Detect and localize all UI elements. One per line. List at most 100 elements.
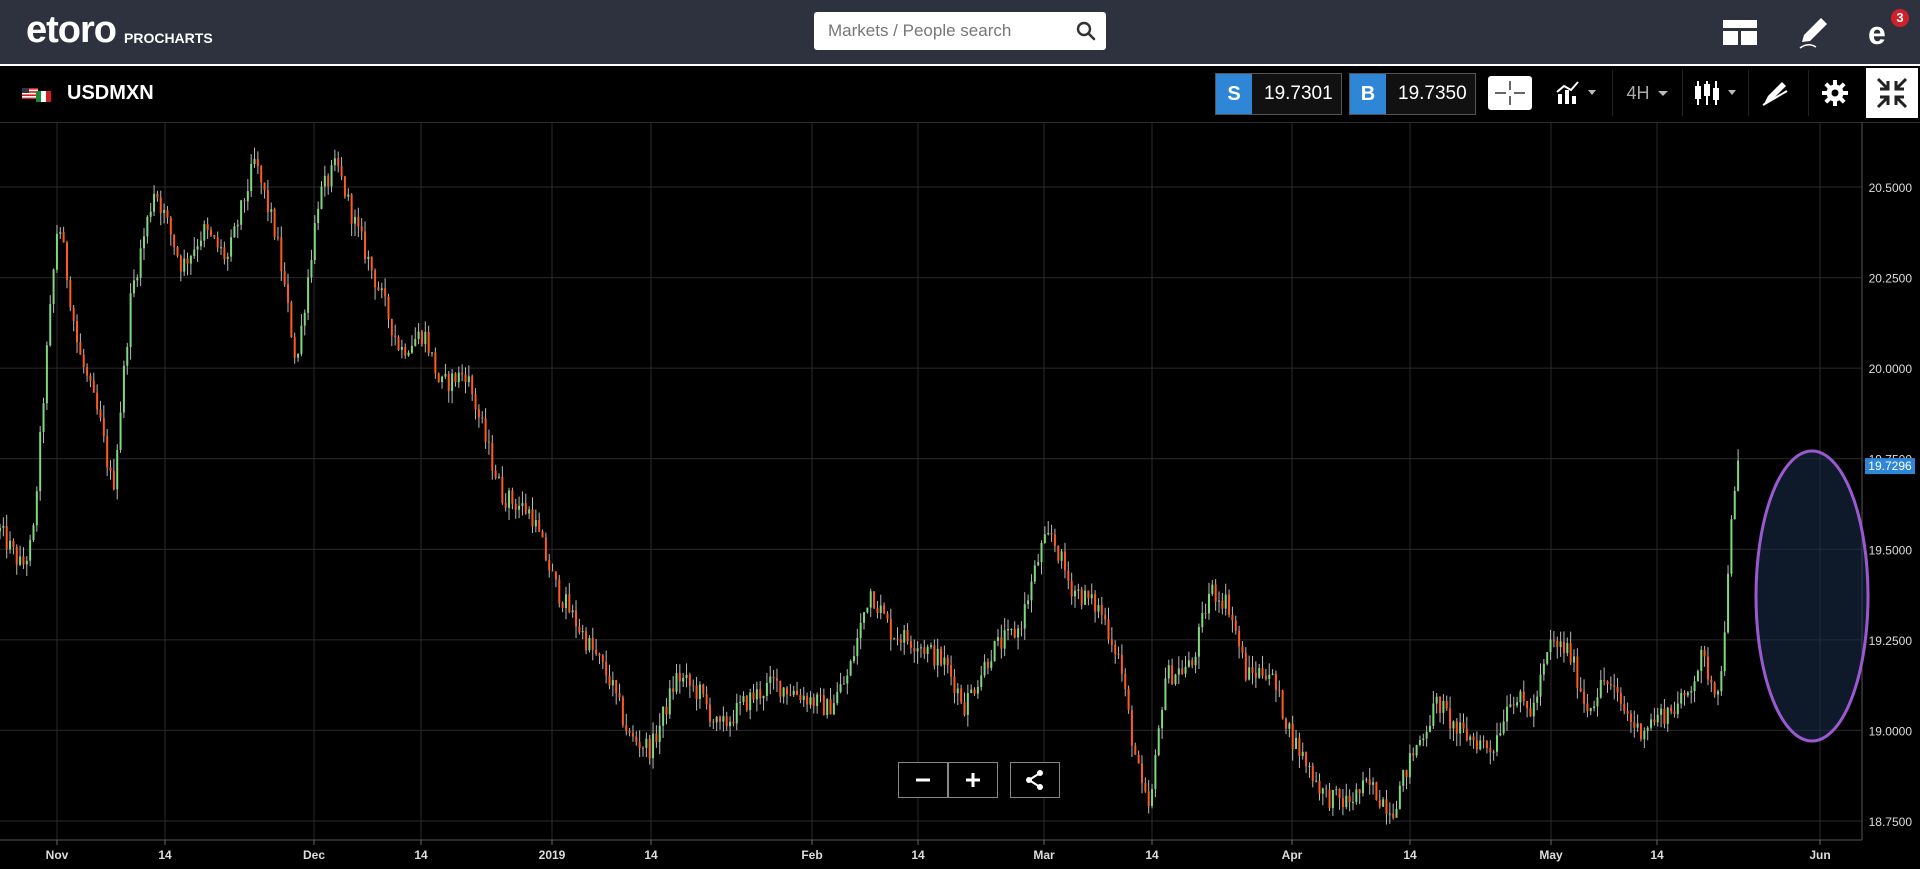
candle-body xyxy=(799,694,802,701)
candle-body xyxy=(1043,534,1046,543)
candle-body xyxy=(347,194,350,197)
candle-body xyxy=(1723,632,1726,672)
candle-body xyxy=(129,293,132,347)
candle-body xyxy=(866,607,869,613)
toolbar-divider xyxy=(1808,70,1809,116)
candle-body xyxy=(846,675,849,684)
candle-body xyxy=(899,639,902,643)
candle-body xyxy=(863,612,866,623)
candle-body xyxy=(621,697,624,726)
timeframe-selector[interactable]: 4H xyxy=(1618,70,1678,116)
candle-body xyxy=(1362,780,1365,794)
candle-body xyxy=(1241,646,1244,653)
candle-body xyxy=(146,216,149,237)
candle-body xyxy=(86,366,89,376)
candle-body xyxy=(464,374,467,383)
candle-body xyxy=(1120,654,1123,674)
candle-body xyxy=(695,685,698,699)
zoom-out-button[interactable] xyxy=(898,762,948,798)
candle-body xyxy=(1114,645,1117,654)
exit-fullscreen-button[interactable] xyxy=(1866,68,1918,118)
indicators-button[interactable] xyxy=(1548,70,1606,116)
candle-body xyxy=(608,675,611,686)
candle-body xyxy=(1134,745,1137,755)
candle-body xyxy=(524,503,527,514)
candle-body xyxy=(1311,766,1314,782)
candle-body xyxy=(280,237,283,272)
candle-body xyxy=(461,372,464,375)
share-button[interactable] xyxy=(1010,762,1060,798)
candle-body xyxy=(92,380,95,393)
edit-pencil-icon[interactable] xyxy=(1794,12,1834,52)
sell-price-button[interactable]: S 19.7301 xyxy=(1215,73,1342,115)
chart-type-button[interactable] xyxy=(1688,70,1744,116)
search-input[interactable] xyxy=(814,12,1068,50)
candle-body xyxy=(812,697,815,707)
candle-body xyxy=(836,691,839,704)
toolbar-divider xyxy=(1612,70,1613,116)
candle-body xyxy=(1502,721,1505,734)
zoom-controls xyxy=(898,762,998,798)
us-mx-flag-icon xyxy=(22,88,51,102)
candle-body xyxy=(59,232,62,234)
candle-body xyxy=(786,687,789,695)
candle-body xyxy=(1151,789,1154,807)
candle-body xyxy=(1050,532,1053,535)
search-icon[interactable] xyxy=(1076,21,1096,41)
candle-body xyxy=(1020,628,1023,630)
zoom-in-button[interactable] xyxy=(948,762,998,798)
candle-body xyxy=(1519,691,1522,703)
candle-body xyxy=(1532,702,1535,717)
candle-body xyxy=(1452,721,1455,729)
candle-body xyxy=(1328,789,1331,808)
candle-body xyxy=(1063,551,1066,571)
candle-body xyxy=(1174,674,1177,684)
candle-body xyxy=(698,684,701,699)
candle-body xyxy=(906,630,909,642)
price-tick-label: 19.0000 xyxy=(1869,724,1913,738)
candle-body xyxy=(216,237,219,248)
candle-body xyxy=(1495,735,1498,752)
candle-body xyxy=(970,689,973,694)
candle-body xyxy=(1117,653,1120,655)
candle-body xyxy=(1636,723,1639,728)
candle-body xyxy=(1633,721,1636,728)
candle-body xyxy=(755,689,758,700)
candle-body xyxy=(1047,532,1050,535)
candle-body xyxy=(1284,718,1287,729)
settings-button[interactable] xyxy=(1812,70,1858,116)
candle-body xyxy=(1623,703,1626,712)
candle-body xyxy=(1656,714,1659,723)
candle-body xyxy=(886,613,889,619)
candle-body xyxy=(1368,779,1371,785)
candle-body xyxy=(1053,534,1056,546)
chart-grid xyxy=(0,122,1862,840)
buy-price-button[interactable]: B 19.7350 xyxy=(1349,73,1476,115)
candle-body xyxy=(1281,690,1284,719)
candle-body xyxy=(1301,752,1304,756)
candle-body xyxy=(1351,801,1354,803)
candle-body xyxy=(163,210,166,213)
candle-body xyxy=(1231,614,1234,621)
candle-body xyxy=(173,234,176,248)
price-chart[interactable]: 20.500020.250020.000019.750019.500019.25… xyxy=(0,122,1920,869)
candle-body xyxy=(132,280,135,294)
candle-body xyxy=(310,260,313,278)
layout-icon[interactable] xyxy=(1720,12,1760,52)
candle-body xyxy=(531,509,534,527)
crosshair-button[interactable] xyxy=(1488,76,1532,110)
price-tick-label: 20.0000 xyxy=(1869,362,1913,376)
candle-body xyxy=(1234,620,1237,631)
etoro-profile-icon[interactable]: e xyxy=(1864,12,1904,52)
candle-body xyxy=(1418,740,1421,745)
candle-body xyxy=(561,603,564,609)
candle-body xyxy=(1666,707,1669,724)
candle-body xyxy=(1579,688,1582,692)
etoro-logo[interactable]: etoro PROCHARTS xyxy=(26,10,213,50)
drawing-tools-button[interactable] xyxy=(1752,70,1798,116)
candle-body xyxy=(112,470,115,490)
candle-body xyxy=(930,645,933,647)
drawing-tool-icon xyxy=(1762,82,1788,106)
candle-body xyxy=(712,721,715,723)
candle-body xyxy=(585,631,588,651)
